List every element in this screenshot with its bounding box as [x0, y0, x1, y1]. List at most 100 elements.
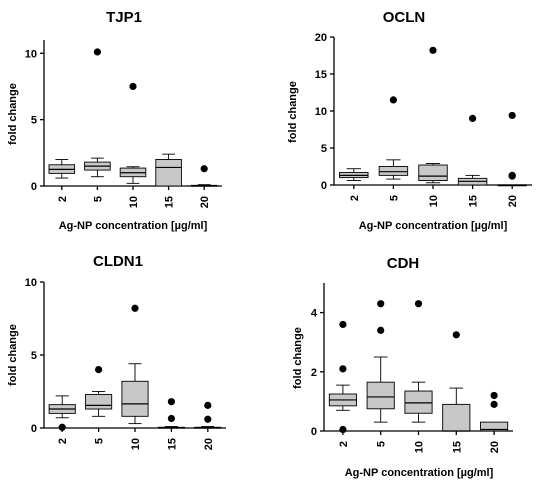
box-5	[378, 96, 409, 180]
x-tick-label: 10	[130, 438, 142, 450]
outlier-point	[429, 46, 437, 54]
x-tick-label: 5	[94, 438, 106, 444]
y-tick-label: 15	[315, 69, 327, 81]
x-tick-label: 15	[166, 438, 178, 450]
y-tick-label: 20	[315, 32, 327, 44]
y-axis-label: fold change	[292, 327, 304, 389]
iqr-box	[366, 381, 395, 410]
box-2	[328, 320, 357, 434]
outlier-point	[204, 415, 212, 423]
outlier-point	[389, 96, 397, 104]
panel-ocln: OCLN fold change Ag-NP concentration [µg…	[287, 9, 532, 232]
outlier-point	[167, 414, 175, 423]
y-tick-label: 0	[311, 426, 317, 438]
outlier-point	[377, 326, 385, 334]
outlier-point	[490, 400, 498, 408]
panel-title: CDH	[387, 255, 420, 272]
y-tick-label: 5	[321, 143, 327, 155]
box-10	[404, 300, 433, 423]
y-axis-label: fold change	[7, 324, 19, 386]
box-10	[418, 46, 448, 184]
outlier-point	[508, 111, 516, 120]
x-tick-label: 20	[507, 195, 519, 207]
box-20	[194, 401, 222, 429]
box-5	[84, 48, 111, 178]
x-axis-label: Ag-NP concentration [µg/ml]	[345, 467, 494, 479]
box-2	[48, 395, 76, 431]
x-tick-label: 15	[468, 195, 480, 207]
box-5	[366, 300, 395, 423]
y-axis-label: fold change	[287, 81, 299, 143]
iqr-box	[121, 380, 149, 417]
outlier-point	[129, 82, 137, 91]
iqr-box	[378, 166, 409, 176]
y-tick-label: 0	[31, 181, 37, 193]
panel-tjp1: TJP1 fold change Ag-NP concentration [µg…	[7, 9, 222, 232]
y-tick-label: 2	[311, 367, 317, 379]
outlier-point	[339, 425, 347, 434]
x-tick-label: 15	[164, 196, 176, 208]
iqr-box	[85, 393, 113, 410]
box-20	[190, 165, 218, 187]
panel-cldn1: CLDN1 fold change 0 5 10 2 5 10 15 20	[7, 253, 226, 450]
outlier-point	[452, 331, 460, 339]
iqr-box	[404, 390, 433, 414]
outlier-point	[131, 304, 139, 312]
y-tick-label: 0	[31, 423, 37, 435]
x-tick-label: 5	[92, 196, 104, 202]
y-tick-label: 10	[25, 277, 37, 289]
outlier-point	[377, 300, 385, 308]
outlier-point	[469, 114, 477, 122]
x-tick-label: 10	[128, 196, 140, 208]
box-5	[85, 366, 113, 417]
x-axis-label: Ag-NP concentration [µg/ml]	[59, 220, 208, 232]
y-tick-label: 10	[25, 48, 37, 60]
outlier-point	[200, 165, 208, 173]
box-15	[157, 398, 185, 429]
box-20	[497, 111, 527, 187]
box-15	[442, 331, 471, 432]
x-tick-label: 5	[376, 441, 388, 447]
outlier-point	[490, 391, 498, 400]
outlier-point	[93, 48, 101, 56]
box-20	[480, 391, 509, 432]
outlier-point	[204, 401, 212, 409]
iqr-box	[480, 421, 509, 432]
panel-cdh: CDH fold change Ag-NP concentration [µg/…	[292, 255, 513, 479]
outlier-point	[95, 366, 103, 374]
box-10	[121, 304, 149, 425]
iqr-box	[418, 164, 448, 182]
x-tick-label: 2	[57, 196, 69, 202]
y-tick-label: 5	[31, 350, 37, 362]
box-10	[119, 82, 147, 184]
outlier-point	[58, 423, 66, 431]
box-15	[155, 153, 182, 187]
outlier-point	[508, 171, 516, 179]
outlier-point	[339, 320, 347, 329]
y-tick-label: 0	[321, 180, 327, 192]
x-tick-label: 2	[349, 195, 361, 201]
x-tick-label: 2	[57, 438, 69, 444]
y-tick-label: 4	[311, 308, 318, 320]
y-tick-label: 10	[315, 106, 327, 118]
x-tick-label: 2	[338, 441, 350, 447]
x-tick-label: 15	[451, 441, 463, 453]
iqr-box	[155, 159, 182, 187]
x-tick-label: 20	[489, 441, 501, 453]
x-tick-label: 10	[428, 195, 440, 207]
x-tick-label: 20	[203, 438, 215, 450]
x-tick-label: 5	[388, 195, 400, 201]
outlier-point	[414, 300, 423, 308]
box-2	[48, 159, 76, 179]
y-tick-label: 5	[31, 115, 37, 127]
panel-title: TJP1	[106, 9, 142, 26]
box-15	[457, 114, 488, 186]
panel-title: CLDN1	[93, 253, 143, 270]
outlier-point	[167, 398, 175, 406]
iqr-box	[442, 403, 471, 432]
y-axis-label: fold change	[7, 83, 19, 145]
panel-title: OCLN	[383, 9, 426, 26]
x-axis-label: Ag-NP concentration [µg/ml]	[359, 220, 508, 232]
outlier-point	[339, 365, 347, 373]
